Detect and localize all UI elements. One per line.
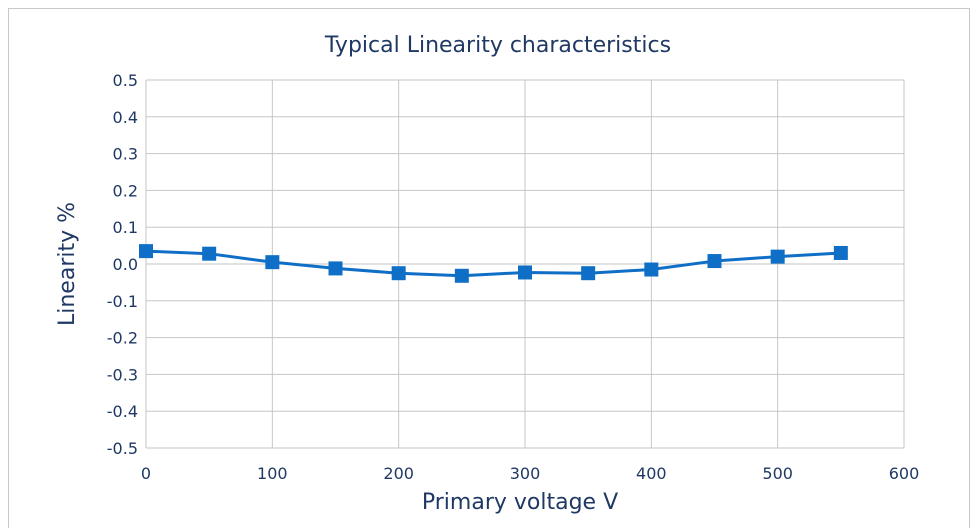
y-tick-label: -0.5 bbox=[107, 439, 138, 458]
data-point bbox=[202, 246, 217, 261]
x-tick-label: 300 bbox=[510, 464, 541, 483]
y-tick-label: -0.1 bbox=[107, 292, 138, 311]
data-point bbox=[139, 244, 153, 259]
x-axis-label: Primary voltage V bbox=[422, 490, 618, 515]
chart-title: Typical Linearity characteristics bbox=[324, 33, 671, 58]
data-point bbox=[581, 266, 596, 281]
data-point bbox=[770, 249, 785, 264]
data-point bbox=[391, 266, 406, 281]
y-axis-label: Linearity % bbox=[55, 202, 80, 326]
series-linearity bbox=[139, 244, 848, 283]
y-axis-ticks: 0.5 0.4 0.3 0.2 0.1 0.0 -0.1 -0.2 -0.3 -0.4 -0.5 bbox=[107, 71, 138, 458]
y-tick-label: -0.3 bbox=[107, 365, 138, 384]
chart-frame bbox=[8, 8, 970, 528]
y-tick-label: 0.5 bbox=[113, 71, 138, 90]
x-tick-label: 0 bbox=[141, 464, 151, 483]
y-tick-label: 0.2 bbox=[113, 181, 138, 200]
x-axis-ticks: 0 100 200 300 400 500 600 bbox=[141, 464, 919, 483]
data-point bbox=[707, 254, 722, 269]
y-tick-label: 0.1 bbox=[113, 218, 138, 237]
y-tick-label: -0.4 bbox=[107, 402, 138, 421]
grid-lines bbox=[145, 79, 905, 449]
data-point bbox=[265, 255, 280, 270]
data-point bbox=[454, 268, 469, 283]
y-tick-label: 0.0 bbox=[113, 255, 138, 274]
data-point bbox=[518, 265, 532, 280]
y-tick-label: 0.4 bbox=[113, 108, 138, 127]
data-point bbox=[644, 262, 659, 277]
series-line bbox=[145, 249, 841, 278]
x-tick-label: 500 bbox=[762, 464, 793, 483]
x-tick-label: 400 bbox=[636, 464, 667, 483]
x-tick-label: 600 bbox=[889, 464, 920, 483]
y-tick-label: 0.3 bbox=[113, 145, 138, 164]
x-tick-label: 100 bbox=[257, 464, 288, 483]
y-tick-label: -0.2 bbox=[107, 329, 138, 348]
x-tick-label: 200 bbox=[383, 464, 414, 483]
data-point bbox=[328, 261, 343, 276]
data-point bbox=[833, 245, 848, 260]
